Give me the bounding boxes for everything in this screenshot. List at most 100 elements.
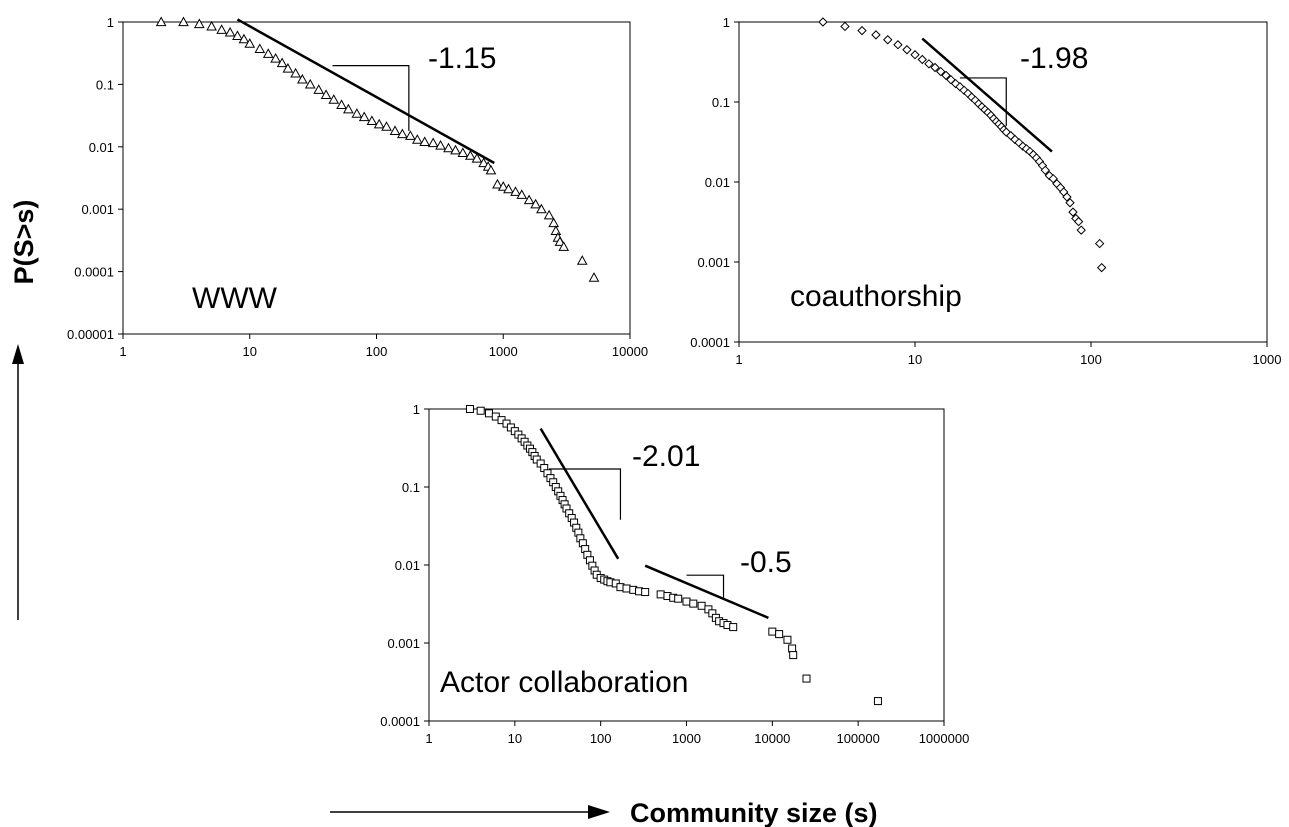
panel-www: 1 10 100 1000 10000 0.00001 0.0001 0.001 0.01 0.1… xyxy=(67,15,648,359)
figure-ylabel: P(S>s) xyxy=(9,200,39,285)
data-point xyxy=(902,45,912,55)
data-point xyxy=(328,94,340,104)
data-point xyxy=(262,48,274,58)
data-point xyxy=(405,130,416,140)
y-tick-label: 0.01 xyxy=(395,558,420,573)
data-point xyxy=(464,150,476,160)
data-point xyxy=(840,21,850,32)
data-point xyxy=(471,152,483,163)
fit-line-2 xyxy=(644,564,769,620)
data-point xyxy=(536,203,547,214)
slope-marker xyxy=(959,77,1007,127)
x-tick-label: 10 xyxy=(908,352,922,367)
data-point xyxy=(411,134,423,144)
data-point xyxy=(296,73,308,84)
data-point xyxy=(313,84,325,94)
data-point xyxy=(478,157,489,168)
data-point xyxy=(343,103,354,114)
slope-label: -1.98 xyxy=(1020,42,1088,75)
y-tick-label: 0.1 xyxy=(402,480,420,495)
y-tick-label: 0.1 xyxy=(96,77,114,92)
data-point xyxy=(523,194,535,205)
y-tick-label: 1 xyxy=(413,402,420,417)
x-tick-label: 10000 xyxy=(754,731,790,746)
panel-label: coauthorship xyxy=(790,280,962,313)
data-point xyxy=(366,115,378,126)
data-point xyxy=(397,128,408,139)
data-point xyxy=(910,50,920,60)
data-point xyxy=(373,118,385,129)
x-tick-label: 10 xyxy=(243,344,257,359)
data-point xyxy=(641,588,650,597)
data-point xyxy=(510,186,521,196)
data-point xyxy=(492,178,503,189)
data-point xyxy=(238,33,250,44)
data-point xyxy=(775,630,784,639)
data-point xyxy=(783,635,792,644)
data-point xyxy=(254,43,266,54)
data-point xyxy=(1048,173,1058,184)
y-tick-label: 0.001 xyxy=(81,202,114,217)
data-point xyxy=(883,35,893,45)
data-point xyxy=(358,111,370,122)
data-point xyxy=(554,236,566,246)
y-tick-label: 0.0001 xyxy=(380,714,420,729)
y-arrow-head xyxy=(12,344,24,364)
y-tick-label: 0.001 xyxy=(697,255,730,270)
data-point xyxy=(484,409,493,418)
data-point xyxy=(802,674,811,683)
data-point xyxy=(457,147,469,157)
data-point xyxy=(682,597,691,606)
x-tick-label: 1000000 xyxy=(919,731,970,746)
figure-xlabel: Community size (s) xyxy=(630,798,878,827)
data-point xyxy=(656,590,665,599)
data-point xyxy=(497,181,509,191)
y-tick-label: 1 xyxy=(723,15,730,30)
data-point xyxy=(893,40,903,50)
data-point xyxy=(381,121,392,131)
x-tick-label: 100000 xyxy=(836,731,879,746)
slope-marker xyxy=(332,65,410,131)
data-point xyxy=(1040,165,1051,176)
data-point xyxy=(543,209,555,220)
data-point xyxy=(270,52,281,63)
slope-label: -1.15 xyxy=(428,42,496,75)
data-point xyxy=(550,225,562,235)
x-tick-label: 10 xyxy=(508,731,522,746)
panel-actor-collaboration: 1 10 100 1000 10000 100000 1000000 0.0001 0.001 0… xyxy=(380,402,969,746)
fit-line xyxy=(236,18,495,165)
x-tick-label: 100 xyxy=(590,731,612,746)
x-tick-label: 1000 xyxy=(1253,352,1282,367)
data-point xyxy=(485,164,497,175)
x-tick-label: 1000 xyxy=(672,731,701,746)
x-tick-label: 100 xyxy=(1080,352,1102,367)
data-point xyxy=(193,18,205,29)
data-point xyxy=(729,623,738,632)
y-tick-label: 0.01 xyxy=(705,175,730,190)
x-tick-label: 1000 xyxy=(489,344,518,359)
y-tick-label: 0.1 xyxy=(712,95,730,110)
data-point xyxy=(516,189,528,199)
data-point xyxy=(290,67,301,78)
data-point xyxy=(282,62,294,73)
data-point xyxy=(936,66,946,77)
data-point xyxy=(697,601,706,610)
panel-coauthorship: 1 10 100 1000 0.0001 0.001 0.01 0.1 1 -1.98 coauth… xyxy=(690,15,1281,367)
data-point xyxy=(558,241,570,251)
data-point xyxy=(427,137,439,148)
data-point xyxy=(476,406,485,415)
data-point xyxy=(917,54,927,65)
data-point xyxy=(871,30,881,40)
data-point xyxy=(336,99,347,109)
slope-label-2: -0.5 xyxy=(740,546,792,579)
data-point xyxy=(178,16,189,27)
panel-label: Actor collaboration xyxy=(440,666,688,699)
data-point xyxy=(576,255,588,265)
data-point xyxy=(1073,216,1084,227)
data-point xyxy=(930,62,940,73)
data-point xyxy=(465,405,474,413)
slope-marker xyxy=(548,468,622,520)
data-point xyxy=(857,25,867,36)
fit-line xyxy=(921,37,1053,153)
